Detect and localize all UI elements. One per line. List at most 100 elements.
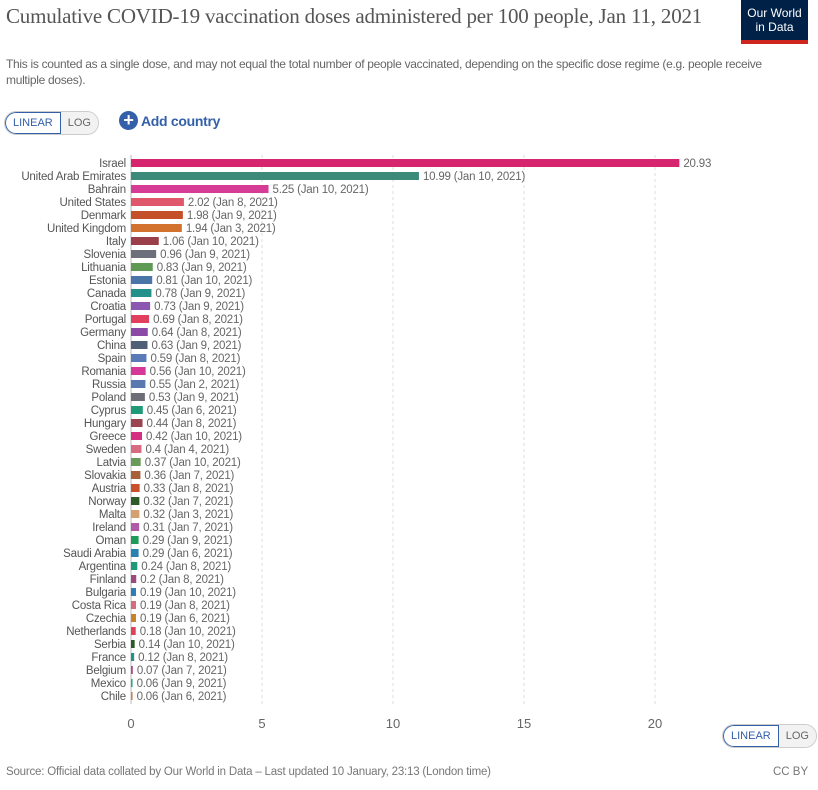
- value-label: 0.32 (Jan 7, 2021): [143, 496, 233, 508]
- country-label: Poland: [91, 392, 126, 404]
- bar-france: [131, 653, 135, 661]
- country-label: Austria: [92, 483, 127, 495]
- country-label: Bulgaria: [85, 587, 126, 599]
- bar-slovenia: [131, 250, 157, 258]
- value-label: 0.64 (Jan 8, 2021): [152, 327, 242, 339]
- bar-sweden: [131, 445, 142, 453]
- value-label: 0.78 (Jan 9, 2021): [155, 288, 245, 300]
- country-label: Netherlands: [66, 626, 126, 638]
- scale-toggle-top: LINEAR LOG: [4, 111, 99, 135]
- value-label: 0.4 (Jan 4, 2021): [145, 444, 229, 456]
- log-button[interactable]: LOG: [60, 112, 98, 134]
- bar-china: [131, 341, 148, 349]
- country-label: Slovakia: [84, 470, 127, 482]
- scale-toggle-bottom: LINEAR LOG: [722, 724, 817, 748]
- country-label: Cyprus: [91, 405, 127, 417]
- country-label: Lithuania: [81, 262, 127, 274]
- chart-subtitle: This is counted as a single dose, and ma…: [6, 57, 762, 87]
- bar-mexico: [131, 679, 133, 687]
- x-tick-label: 0: [127, 716, 134, 731]
- bar-russia: [131, 380, 146, 388]
- value-label: 0.56 (Jan 10, 2021): [150, 366, 246, 378]
- country-label: United Kingdom: [47, 223, 126, 235]
- owid-logo[interactable]: Our World in Data: [741, 0, 808, 44]
- value-label: 10.99 (Jan 10, 2021): [423, 171, 526, 183]
- value-label: 0.19 (Jan 6, 2021): [140, 613, 230, 625]
- bar-portugal: [131, 315, 150, 323]
- bar-malta: [131, 510, 140, 518]
- country-label: Chile: [101, 691, 126, 703]
- value-label: 5.25 (Jan 10, 2021): [273, 184, 369, 196]
- bar-netherlands: [131, 627, 136, 635]
- bar-estonia: [131, 276, 153, 284]
- country-label: Portugal: [85, 314, 126, 326]
- chart-title: Cumulative COVID-19 vaccination doses ad…: [6, 4, 703, 28]
- value-label: 0.42 (Jan 10, 2021): [146, 431, 242, 443]
- bar-united-kingdom: [131, 224, 182, 232]
- country-label: Argentina: [79, 561, 127, 573]
- country-label: Spain: [98, 353, 126, 365]
- bar-austria: [131, 484, 140, 492]
- value-label: 0.36 (Jan 7, 2021): [144, 470, 234, 482]
- value-label: 0.33 (Jan 8, 2021): [144, 483, 234, 495]
- bar-argentina: [131, 562, 138, 570]
- bar-cyprus: [131, 406, 143, 414]
- value-label: 0.07 (Jan 7, 2021): [137, 665, 227, 677]
- bar-chile: [131, 692, 133, 700]
- bar-slovakia: [131, 471, 141, 479]
- value-label: 0.24 (Jan 8, 2021): [141, 561, 231, 573]
- value-label: 0.73 (Jan 9, 2021): [154, 301, 244, 313]
- bar-saudi-arabia: [131, 549, 139, 557]
- bar-bulgaria: [131, 588, 136, 596]
- bar-hungary: [131, 419, 143, 427]
- country-label: Romania: [81, 366, 126, 378]
- x-tick-label: 20: [648, 716, 662, 731]
- bar-latvia: [131, 458, 141, 466]
- bar-oman: [131, 536, 139, 544]
- log-button-bottom[interactable]: LOG: [778, 725, 816, 747]
- value-label: 0.18 (Jan 10, 2021): [140, 626, 236, 638]
- add-country-button[interactable]: + Add country: [119, 111, 220, 130]
- value-label: 20.93: [683, 158, 711, 170]
- country-label: Italy: [106, 236, 127, 248]
- value-label: 0.29 (Jan 6, 2021): [143, 548, 233, 560]
- license-link[interactable]: CC BY: [773, 766, 809, 778]
- linear-button-bottom[interactable]: LINEAR: [723, 725, 779, 747]
- value-label: 0.83 (Jan 9, 2021): [157, 262, 247, 274]
- value-label: 0.37 (Jan 10, 2021): [145, 457, 241, 469]
- bar-italy: [131, 237, 159, 245]
- add-country-label: Add country: [141, 112, 221, 129]
- bar-belgium: [131, 666, 133, 674]
- country-label: Sweden: [86, 444, 126, 456]
- country-label: Hungary: [84, 418, 127, 430]
- value-label: 0.29 (Jan 9, 2021): [143, 535, 233, 547]
- linear-button[interactable]: LINEAR: [5, 112, 61, 134]
- bar-norway: [131, 497, 140, 505]
- country-label: Mexico: [91, 678, 126, 690]
- country-label: Canada: [87, 288, 127, 300]
- value-label: 0.59 (Jan 8, 2021): [150, 353, 240, 365]
- country-label: Oman: [95, 535, 126, 547]
- bar-chart: 0 5 10 15 20 Israel 20.93 United Arab Emirates 1…: [21, 155, 711, 731]
- country-label: Finland: [90, 574, 126, 586]
- country-label: Germany: [80, 327, 126, 339]
- bar-romania: [131, 367, 146, 375]
- country-label: Russia: [92, 379, 127, 391]
- x-tick-label: 15: [517, 716, 531, 731]
- bar-germany: [131, 328, 148, 336]
- bar-spain: [131, 354, 147, 362]
- country-label: Estonia: [89, 275, 127, 287]
- value-label: 0.96 (Jan 9, 2021): [160, 249, 250, 261]
- source-note[interactable]: Source: Official data collated by Our Wo…: [6, 766, 491, 778]
- bar-united-states: [131, 198, 184, 206]
- bar-canada: [131, 289, 152, 297]
- bar-lithuania: [131, 263, 153, 271]
- country-label: Israel: [99, 158, 126, 170]
- country-label: United States: [60, 197, 127, 209]
- value-label: 1.98 (Jan 9, 2021): [187, 210, 277, 222]
- country-label: Norway: [88, 496, 126, 508]
- value-label: 0.32 (Jan 3, 2021): [143, 509, 233, 521]
- value-label: 0.81 (Jan 10, 2021): [156, 275, 252, 287]
- value-label: 2.02 (Jan 8, 2021): [188, 197, 278, 209]
- bar-costa-rica: [131, 601, 136, 609]
